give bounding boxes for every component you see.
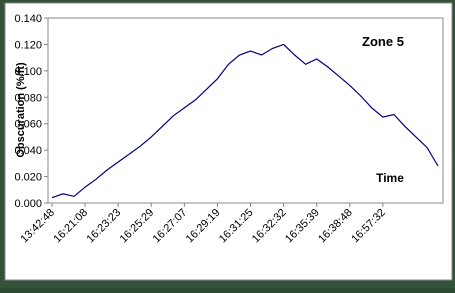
y-tick-label: 0.120 xyxy=(14,39,42,51)
y-tick-label: 0.020 xyxy=(14,172,42,184)
chart: Obscuration (%/ft) Zone 5 Time 0.0000.02… xyxy=(0,0,455,288)
y-tick-label: 0.040 xyxy=(14,145,42,157)
annotation: Time xyxy=(376,171,404,185)
y-tick-label: 0.140 xyxy=(14,13,42,25)
annotation: Zone 5 xyxy=(362,34,404,49)
y-tick-label: 0.000 xyxy=(14,198,42,210)
y-tick-label: 0.060 xyxy=(14,119,42,131)
y-tick-label: 0.100 xyxy=(14,66,42,78)
y-tick-label: 0.080 xyxy=(14,92,42,104)
